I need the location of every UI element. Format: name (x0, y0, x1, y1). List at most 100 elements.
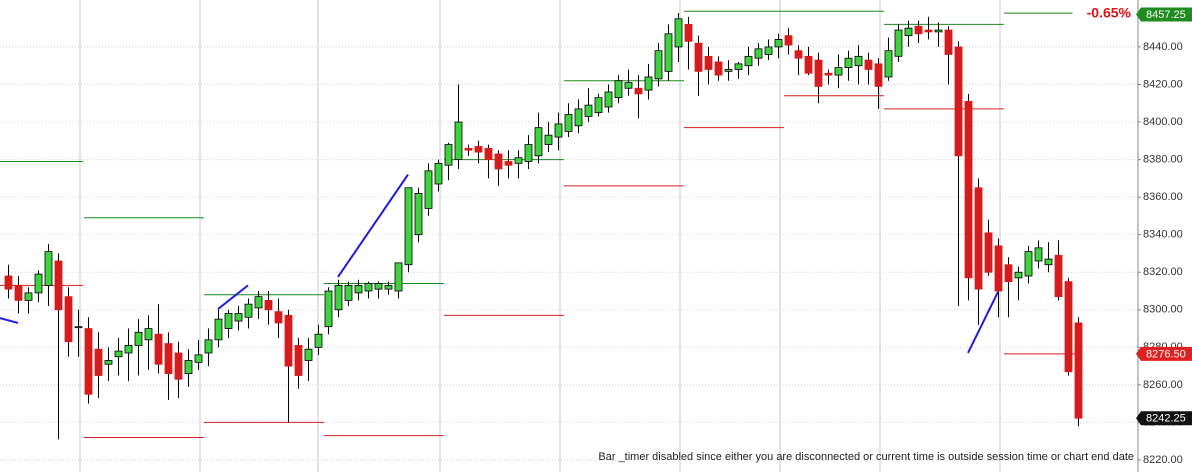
candle-body (394, 262, 403, 292)
change-label: -0.65% (1087, 5, 1132, 21)
candle-body (314, 333, 323, 348)
candle-body (294, 345, 303, 376)
candle-body (434, 162, 443, 185)
candle-body (864, 59, 873, 70)
candle-body (774, 39, 783, 48)
candle-body (694, 42, 703, 72)
y-tick-label: 8320.00 (1143, 266, 1183, 278)
candle-body (344, 284, 353, 301)
trend-line (337, 174, 409, 278)
candle-body (24, 292, 33, 301)
candle-body (444, 144, 453, 166)
price-marker-label: 8457.25 (1146, 9, 1186, 21)
trend-lines (0, 174, 999, 354)
candle-body (1074, 322, 1083, 419)
candle-body (414, 192, 423, 236)
candle-body (534, 127, 543, 157)
candle-body (104, 360, 113, 365)
candle-body (44, 251, 53, 286)
candle-body (894, 29, 903, 57)
candle-body (494, 153, 503, 170)
levels (0, 10, 1076, 438)
candle-body (224, 313, 233, 329)
candle-body (844, 57, 853, 68)
candle-body (964, 100, 973, 279)
price-marker-label: 8276.50 (1146, 348, 1186, 360)
candle-body (934, 29, 943, 33)
candle-body (484, 147, 493, 160)
candle-body (204, 339, 213, 354)
candle-body (194, 354, 203, 363)
candle-body (744, 55, 753, 67)
candle-body (284, 315, 293, 367)
candle-body (1034, 247, 1043, 262)
candle-body (1064, 281, 1073, 373)
candle-body (84, 328, 93, 395)
candle-body (784, 35, 793, 46)
candle-body (454, 121, 463, 160)
candle-body (254, 296, 263, 309)
y-tick-label: 8400.00 (1143, 116, 1183, 128)
candle-body (974, 187, 983, 290)
candle-body (884, 50, 893, 78)
candle-body (464, 147, 473, 151)
candle-body (114, 350, 123, 358)
candle-body (634, 87, 643, 95)
status-message: Bar _timer disabled since either you are… (598, 451, 1134, 463)
candle-body (4, 275, 13, 290)
candle-body (134, 331, 143, 346)
candle-body (604, 91, 613, 108)
candle-body (684, 24, 693, 42)
candle-body (544, 134, 553, 145)
candle-body (554, 123, 563, 138)
price-marker (1136, 7, 1192, 22)
candle-body (324, 290, 333, 328)
candle-body (54, 260, 63, 311)
candle-body (384, 284, 393, 290)
candle-body (734, 63, 743, 70)
candle-body (904, 27, 913, 37)
candle-body (824, 72, 833, 76)
candle-body (594, 97, 603, 114)
y-tick-label: 8220.00 (1143, 454, 1183, 466)
candle-body (654, 50, 663, 80)
candle-body (914, 25, 923, 35)
candle-body (724, 69, 733, 72)
y-tick-label: 8300.00 (1143, 304, 1183, 316)
candle-body (794, 50, 803, 59)
candle-body (184, 360, 193, 375)
candle-body (304, 348, 313, 361)
y-axis: 8220.008240.008260.008280.008300.008320.… (1136, 7, 1192, 466)
candle-body (64, 296, 73, 343)
session-dividers (79, 0, 1001, 472)
trend-line (0, 317, 19, 324)
candle-body (374, 283, 383, 290)
candle-body (764, 46, 773, 55)
candle-body (804, 55, 813, 74)
candle-body (514, 157, 523, 164)
candle-body (244, 303, 253, 318)
candle-body (404, 187, 413, 266)
candle-body (274, 311, 283, 324)
candle-body (124, 345, 133, 354)
candle-body (1024, 251, 1033, 277)
price-marker (1136, 346, 1192, 361)
price-marker-label: 8242.25 (1146, 413, 1186, 425)
candle-body (754, 48, 763, 59)
candle-body (704, 55, 713, 70)
candle-body (424, 170, 433, 209)
price-marker (1136, 411, 1192, 426)
y-tick-label: 8420.00 (1143, 78, 1183, 90)
candle-body (984, 232, 993, 273)
candle-body (524, 144, 533, 162)
candle-body (674, 18, 683, 48)
y-tick-label: 8440.00 (1143, 41, 1183, 53)
candle-body (14, 284, 23, 301)
candle-body (334, 284, 343, 311)
candle-body (214, 318, 223, 341)
candle-body (174, 352, 183, 380)
trend-line (967, 291, 999, 354)
candle-body (814, 59, 823, 87)
y-tick-label: 8260.00 (1143, 379, 1183, 391)
